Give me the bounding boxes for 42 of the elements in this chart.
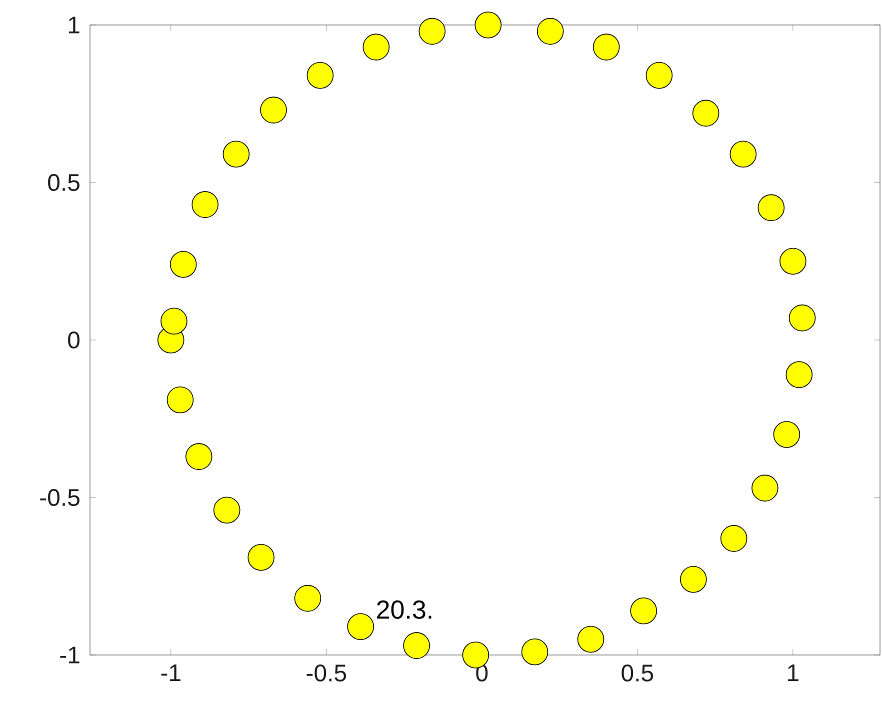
point — [752, 474, 778, 502]
point — [577, 626, 604, 653]
point — [773, 421, 800, 448]
x-tick-label: -0.5 — [306, 664, 346, 682]
point — [692, 100, 720, 127]
point — [780, 248, 806, 275]
x-tick-label: 0.5 — [622, 664, 654, 682]
annotation: 20.3. — [377, 600, 432, 619]
point — [521, 638, 548, 666]
point — [192, 191, 218, 218]
y-tick-label: -0.5 — [40, 489, 80, 506]
y-tick-label: -1 — [60, 646, 80, 664]
x-tick-label: 1 — [788, 664, 798, 682]
x-tick-label: -1 — [161, 664, 180, 682]
point — [630, 598, 658, 624]
point — [185, 443, 212, 470]
point — [213, 496, 240, 524]
point — [222, 140, 250, 168]
point — [166, 386, 194, 414]
point — [536, 18, 564, 45]
y-tick-label: 0 — [68, 332, 80, 348]
point — [474, 12, 502, 38]
point — [248, 544, 274, 571]
point — [260, 96, 287, 124]
point — [788, 304, 816, 332]
point — [170, 250, 197, 278]
y-tick-label: 1 — [68, 16, 80, 34]
point — [403, 632, 430, 659]
point — [592, 34, 620, 60]
point — [418, 18, 446, 45]
point — [294, 584, 322, 612]
point — [720, 525, 748, 552]
point — [646, 62, 673, 89]
point — [306, 62, 334, 89]
point — [758, 194, 785, 222]
y-tick-label: 0.5 — [48, 174, 80, 191]
point — [362, 34, 390, 60]
point — [730, 140, 757, 168]
point — [786, 361, 813, 388]
point — [680, 566, 707, 593]
point — [347, 613, 374, 640]
point — [160, 308, 188, 334]
